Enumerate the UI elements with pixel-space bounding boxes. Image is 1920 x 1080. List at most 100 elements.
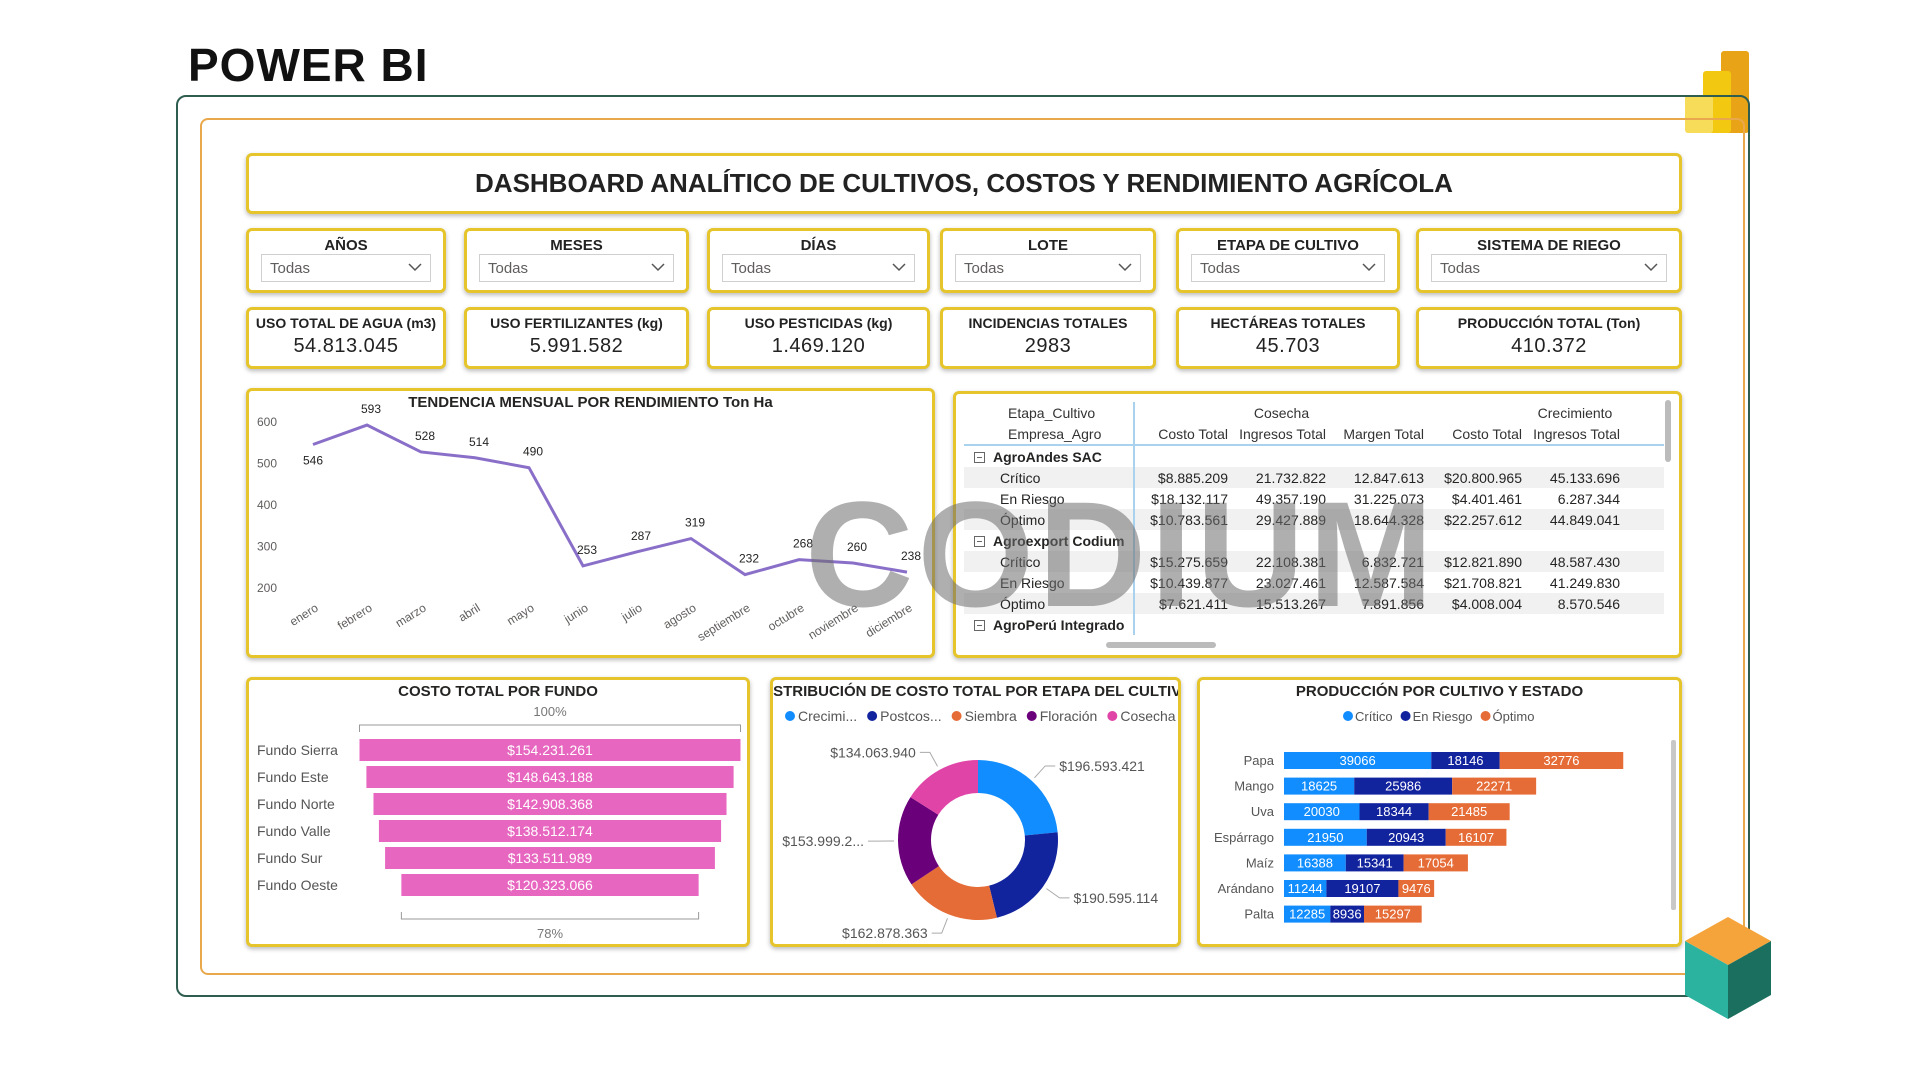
legend-marker <box>951 711 962 721</box>
legend-marker <box>1107 711 1118 721</box>
row-label: En Riesgo <box>964 572 1135 593</box>
cell: 22.5 <box>1624 509 1664 530</box>
collapse-icon[interactable] <box>974 620 985 632</box>
cell: 19.5 <box>1624 572 1664 593</box>
slicer-dropdown[interactable]: Todas <box>1431 254 1667 282</box>
row-label: Crítico <box>964 467 1135 488</box>
category-label: Arándano <box>1218 881 1274 896</box>
empty-cell <box>1428 614 1526 635</box>
kpi-label: USO PESTICIDAS (kg) <box>744 315 893 331</box>
empty-cell <box>1134 614 1232 635</box>
legend-label: Crecimi... <box>798 708 857 724</box>
bar-segment <box>1428 803 1510 821</box>
chart: TENDENCIA MENSUAL POR RENDIMIENTO Ton Ha… <box>257 394 921 644</box>
kpi-label: INCIDENCIAS TOTALES <box>968 315 1128 331</box>
empty-cell <box>1232 445 1330 467</box>
inner-frame <box>200 118 1745 975</box>
column-header: Costo Total <box>1134 423 1232 446</box>
data-label: 287 <box>631 529 651 543</box>
data-label: 528 <box>415 429 435 443</box>
bar-segment <box>1284 803 1360 821</box>
empty-cell <box>1624 614 1664 635</box>
data-label: $153.999.2... <box>782 833 864 849</box>
kpi-card: PRODUCCIÓN TOTAL (Ton) 410.372 <box>1416 307 1682 369</box>
bar-segment <box>1445 828 1507 846</box>
slicer-dropdown[interactable]: Todas <box>261 254 431 282</box>
slicer-dropdown[interactable]: Todas <box>955 254 1141 282</box>
category-label: Palta <box>1244 907 1274 922</box>
cell: 41.249.830 <box>1549 574 1620 591</box>
data-row: En Riesgo $10.439.877 23.027.461 12.587.584… <box>964 572 1664 593</box>
slicer-dropdown[interactable]: Todas <box>722 254 915 282</box>
chart: COSTO TOTAL POR FUNDO 100% $154.231.261 Fun… <box>257 683 741 941</box>
funnel-bracket <box>359 724 741 732</box>
chevron <box>1362 263 1376 272</box>
chevron-line <box>1118 263 1132 272</box>
column-header: Ingresos Total <box>1232 423 1330 446</box>
bar-segment <box>1284 752 1432 769</box>
bar-segment <box>1284 880 1327 897</box>
legend-marker <box>1343 711 1353 721</box>
legend-marker <box>1026 711 1037 721</box>
bar-segment <box>1364 905 1422 923</box>
legend-marker <box>1480 711 1491 721</box>
powerbi-logo <box>1685 51 1749 133</box>
slicer-title: LOTE <box>1028 237 1068 254</box>
slicer: MESES Todas <box>464 228 689 293</box>
empty-cell <box>1526 530 1624 551</box>
data-label: 21950 <box>1307 830 1343 845</box>
bar-segment <box>1284 854 1346 872</box>
section-row: Agroexport Codium <box>964 530 1664 551</box>
collapse-icon[interactable] <box>974 452 985 464</box>
kpi-label: USO FERTILIZANTES (kg) <box>490 315 663 331</box>
slicer-dropdown[interactable]: Todas <box>479 254 674 282</box>
category-label: Uva <box>1251 804 1275 819</box>
cell: 31.225.073 <box>1353 490 1424 507</box>
matrix-panel: Etapa_Cultivo Cosecha Crecimiento Empresa_A… <box>953 391 1682 658</box>
kpi-value: 1.469.120 <box>771 335 866 357</box>
cell: $4.401.461 <box>1451 490 1522 507</box>
cell: 21.732.822 <box>1232 467 1330 488</box>
donut-slice <box>978 760 1058 836</box>
data-label: 546 <box>303 454 323 468</box>
cell: 24.3 <box>1624 467 1664 488</box>
section-name: AgroPerú Integrado <box>993 616 1125 633</box>
data-label: 15297 <box>1375 907 1411 922</box>
data-label: 22271 <box>1476 779 1512 794</box>
slicer: ETAPA DE CULTIVO Todas <box>1176 228 1400 293</box>
bar-segment <box>1354 777 1453 795</box>
cell: 45.133.696 <box>1526 467 1624 488</box>
data-label: 514 <box>469 435 489 449</box>
bar-segment <box>1345 854 1404 872</box>
chevron <box>892 263 906 272</box>
funnel-bracket <box>400 912 700 920</box>
data-label: 16388 <box>1297 855 1333 870</box>
empty-cell <box>1526 445 1624 467</box>
funnel-bar <box>373 793 727 815</box>
funnel-top-label: 100% <box>533 704 567 719</box>
header-row: Empresa_Agro Costo Total Ingresos Total Mar… <box>964 423 1664 446</box>
category-label: Fundo Valle <box>257 823 331 839</box>
category-label: Fundo Sur <box>257 850 323 866</box>
empty-cell <box>1330 614 1428 635</box>
kpi-card: INCIDENCIAS TOTALES 2983 <box>940 307 1156 369</box>
category-label: Mango <box>1234 779 1274 794</box>
bar-segment <box>1284 777 1355 795</box>
x-tick-label: junio <box>561 601 591 627</box>
data-label: $196.593.421 <box>1059 758 1145 774</box>
funnel-bar <box>385 847 715 869</box>
matrix-wrap: Etapa_Cultivo Cosecha Crecimiento Empresa_A… <box>964 402 1664 638</box>
slicer-dropdown[interactable]: Todas <box>1191 254 1385 282</box>
chart-panel: DISTRIBUCIÓN DE COSTO TOTAL POR ETAPA DE… <box>770 677 1181 947</box>
cell: $8.885.209 <box>1134 467 1232 488</box>
bar-segment <box>1431 752 1500 769</box>
kpi-label: PRODUCCIÓN TOTAL (Ton) <box>1457 315 1641 331</box>
collapse-icon[interactable] <box>974 536 985 548</box>
empty-cell <box>1134 530 1232 551</box>
chart: DISTRIBUCIÓN DE COSTO TOTAL POR ETAPA DE… <box>773 682 1178 941</box>
y-tick-label: 600 <box>257 415 277 429</box>
data-label: 253 <box>577 543 597 557</box>
data-label: 232 <box>739 552 759 566</box>
donut-slice <box>898 797 939 885</box>
x-tick-label: marzo <box>393 601 429 631</box>
